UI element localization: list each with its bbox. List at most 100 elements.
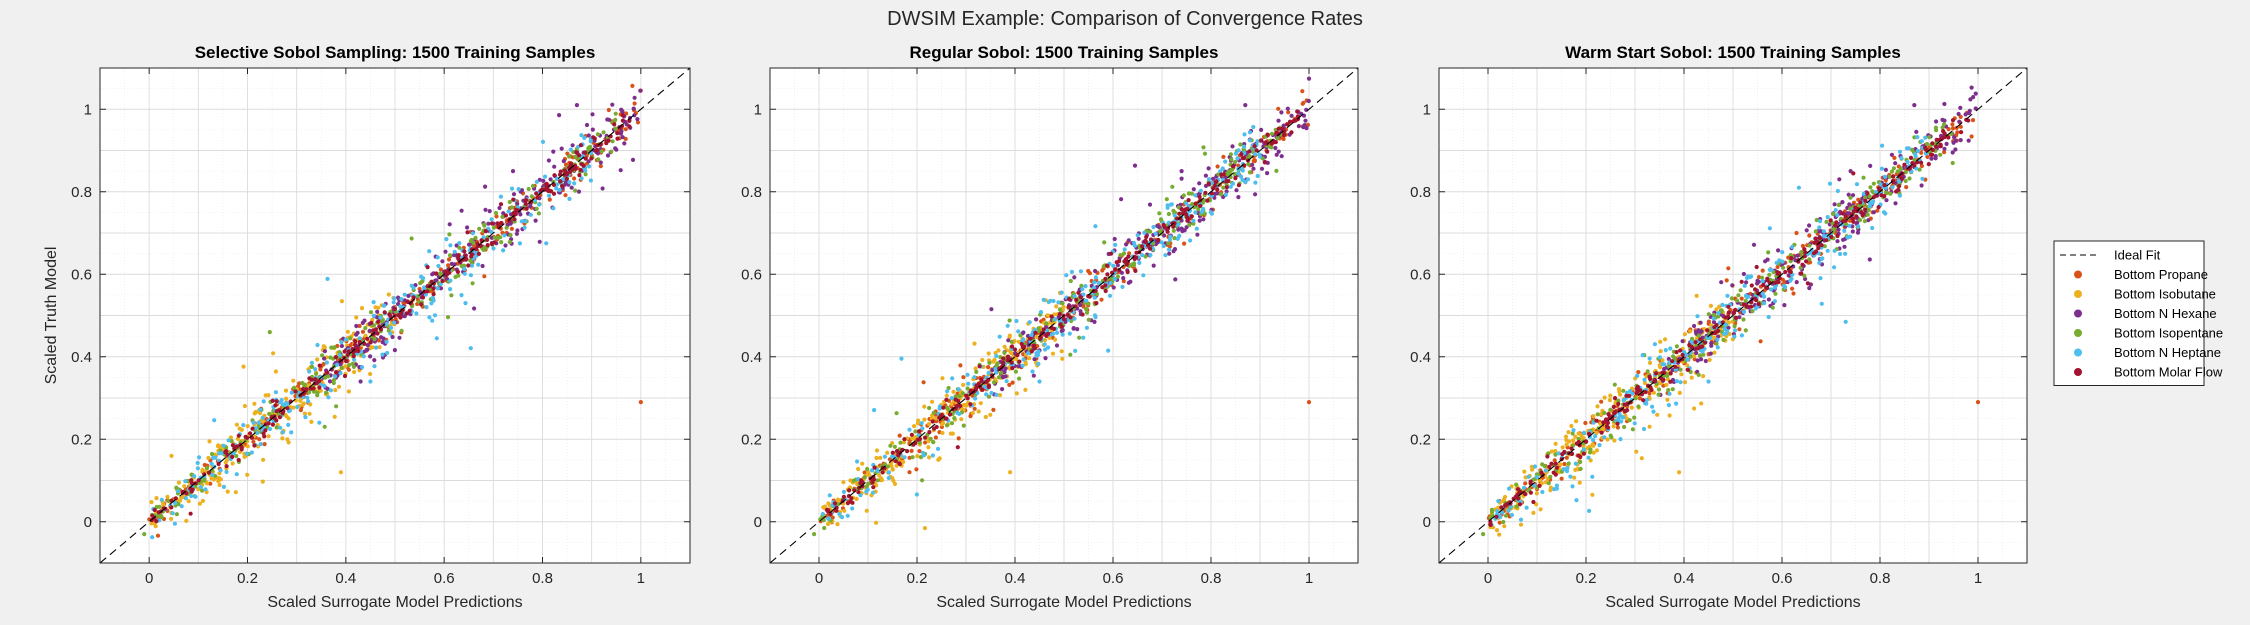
data-point <box>1926 162 1931 167</box>
data-point <box>309 419 314 424</box>
data-point <box>986 384 992 390</box>
data-point <box>1721 337 1726 342</box>
data-point <box>1722 326 1727 332</box>
data-points <box>142 83 643 540</box>
data-point <box>230 461 235 466</box>
data-point <box>1912 163 1917 168</box>
data-point <box>1958 124 1963 129</box>
data-point <box>1851 209 1856 214</box>
data-point <box>465 230 470 235</box>
data-point <box>1301 100 1306 105</box>
data-point <box>1093 275 1098 280</box>
data-point <box>501 211 506 216</box>
data-point <box>1218 169 1223 174</box>
data-point <box>315 393 320 398</box>
data-point <box>392 296 397 301</box>
data-point <box>1573 461 1578 466</box>
data-point <box>587 164 592 169</box>
data-point <box>1632 421 1637 426</box>
data-point <box>1056 300 1061 305</box>
data-point <box>1184 201 1189 206</box>
data-point <box>1093 224 1098 229</box>
data-point <box>1050 351 1056 356</box>
data-point <box>1925 154 1930 159</box>
data-point <box>1959 130 1964 135</box>
data-point <box>1902 162 1907 167</box>
data-point <box>297 387 302 392</box>
data-point <box>1798 265 1803 270</box>
data-point <box>277 415 282 420</box>
data-point <box>183 496 188 501</box>
data-point <box>368 354 373 359</box>
data-point <box>1773 291 1778 296</box>
data-point <box>230 454 235 459</box>
data-point <box>922 404 927 409</box>
data-point <box>554 176 559 182</box>
data-point <box>492 235 497 240</box>
data-point <box>315 342 320 348</box>
data-point <box>1166 247 1172 252</box>
data-point <box>226 438 231 443</box>
data-point <box>242 454 247 459</box>
data-point <box>951 389 956 394</box>
data-point <box>623 127 628 132</box>
data-point <box>1639 456 1644 461</box>
data-point <box>879 478 885 483</box>
data-point <box>1103 276 1108 281</box>
data-point <box>1488 522 1493 528</box>
data-point <box>523 219 528 224</box>
data-point <box>221 443 226 448</box>
data-point <box>1807 257 1812 262</box>
data-point <box>1670 367 1675 373</box>
data-point <box>1674 350 1679 355</box>
x-axis-label: Scaled Surrogate Model Predictions <box>936 594 1191 611</box>
data-point <box>1086 317 1091 322</box>
data-point <box>1548 474 1553 479</box>
data-point <box>1238 142 1243 147</box>
data-point <box>492 240 497 245</box>
data-point <box>1743 298 1748 303</box>
data-point <box>1140 253 1145 258</box>
data-point <box>206 470 211 475</box>
data-point <box>236 433 241 438</box>
data-point <box>1685 363 1690 368</box>
data-point <box>252 401 257 406</box>
data-point <box>1252 152 1258 157</box>
data-point <box>211 477 216 482</box>
data-point <box>1051 331 1056 336</box>
data-point <box>1878 182 1883 187</box>
data-point <box>1054 330 1060 335</box>
data-point <box>609 149 614 154</box>
data-point <box>948 431 954 436</box>
data-point <box>576 189 582 194</box>
data-point <box>535 195 540 200</box>
data-point <box>249 450 254 455</box>
data-point <box>468 273 473 278</box>
data-point <box>901 440 907 445</box>
data-point <box>267 411 272 416</box>
data-point <box>635 120 641 125</box>
figure-title: DWSIM Example: Comparison of Convergence… <box>887 8 1363 30</box>
data-point <box>913 429 918 434</box>
data-point <box>921 380 926 385</box>
data-point <box>305 395 310 400</box>
data-point <box>897 461 902 466</box>
data-point <box>1197 194 1202 200</box>
data-point <box>1719 280 1724 285</box>
data-point <box>1126 238 1131 243</box>
data-point <box>1209 211 1214 216</box>
data-point <box>921 450 926 456</box>
data-point <box>926 421 932 427</box>
data-point <box>1641 398 1646 403</box>
data-point <box>1751 242 1757 247</box>
data-point <box>1737 327 1742 332</box>
data-point <box>598 160 603 165</box>
data-point <box>154 519 159 524</box>
data-point <box>1108 281 1113 286</box>
data-point <box>979 379 984 384</box>
data-point <box>176 480 181 485</box>
data-point <box>1682 332 1687 337</box>
data-point <box>841 494 847 499</box>
data-point <box>457 241 462 246</box>
data-point <box>1717 320 1722 325</box>
